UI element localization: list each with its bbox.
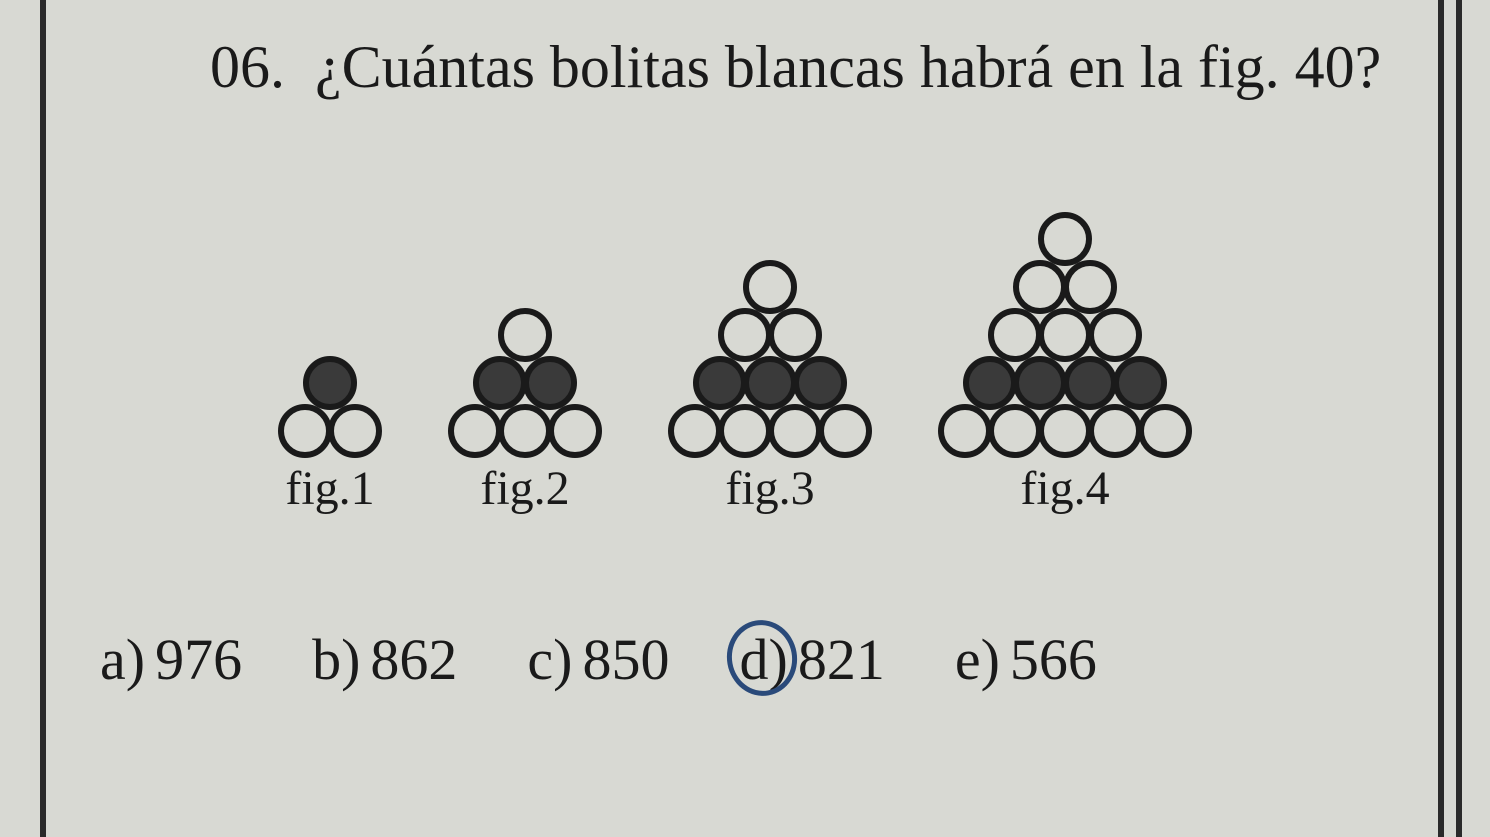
- option-a[interactable]: a)976: [100, 626, 242, 693]
- ball-white-icon: [768, 308, 822, 362]
- figure: fig.1: [280, 359, 380, 516]
- pyramid: [450, 311, 600, 455]
- figures-row: fig.1 fig.2 fig.3 fig.4: [100, 215, 1370, 516]
- option-value: 566: [1010, 626, 1097, 693]
- ball-black-icon: [693, 356, 747, 410]
- option-paren: ): [341, 626, 360, 693]
- frame-line-right-outer: [1456, 0, 1462, 837]
- ball-white-icon: [1038, 404, 1092, 458]
- ball-white-icon: [718, 308, 772, 362]
- frame-line-right-inner: [1438, 0, 1444, 837]
- pyramid: [670, 263, 870, 455]
- ball-black-icon: [1063, 356, 1117, 410]
- ball-white-icon: [1038, 212, 1092, 266]
- ball-white-icon: [1013, 260, 1067, 314]
- pyramid-row: [500, 311, 550, 359]
- pyramid-row: [940, 407, 1190, 455]
- ball-white-icon: [818, 404, 872, 458]
- ball-black-icon: [1013, 356, 1067, 410]
- option-paren: ): [768, 626, 787, 693]
- figure: fig.4: [940, 215, 1190, 516]
- ball-white-icon: [1038, 308, 1092, 362]
- pyramid-row: [720, 311, 820, 359]
- ball-white-icon: [668, 404, 722, 458]
- pyramid-row: [670, 407, 870, 455]
- ball-black-icon: [303, 356, 357, 410]
- option-key: b: [312, 626, 341, 693]
- question-block: 06. ¿Cuántas bolitas blancas habrá en la…: [210, 30, 1390, 105]
- figure: fig.2: [450, 311, 600, 516]
- ball-white-icon: [743, 260, 797, 314]
- ball-white-icon: [328, 404, 382, 458]
- ball-black-icon: [963, 356, 1017, 410]
- ball-white-icon: [498, 404, 552, 458]
- option-paren: ): [126, 626, 145, 693]
- ball-white-icon: [1088, 308, 1142, 362]
- pyramid-row: [1040, 215, 1090, 263]
- figure-label: fig.3: [725, 461, 814, 516]
- ball-white-icon: [548, 404, 602, 458]
- option-c[interactable]: c)850: [527, 626, 669, 693]
- figure: fig.3: [670, 263, 870, 516]
- ball-white-icon: [1138, 404, 1192, 458]
- ball-black-icon: [1113, 356, 1167, 410]
- option-e[interactable]: e)566: [955, 626, 1097, 693]
- option-value: 862: [370, 626, 457, 693]
- pyramid-row: [1015, 263, 1115, 311]
- figure-label: fig.2: [480, 461, 569, 516]
- pyramid-row: [745, 263, 795, 311]
- ball-white-icon: [768, 404, 822, 458]
- options-row: a)976b)862c)850d)821e)566: [100, 626, 1380, 693]
- frame-line-left: [40, 0, 46, 837]
- ball-white-icon: [1063, 260, 1117, 314]
- ball-white-icon: [988, 308, 1042, 362]
- pyramid-row: [450, 407, 600, 455]
- question-text: ¿Cuántas bolitas blancas habrá en la fig…: [315, 30, 1390, 105]
- pyramid-row: [695, 359, 845, 407]
- pyramid-row: [965, 359, 1165, 407]
- option-key: c: [527, 626, 553, 693]
- ball-white-icon: [718, 404, 772, 458]
- ball-black-icon: [523, 356, 577, 410]
- ball-white-icon: [498, 308, 552, 362]
- ball-white-icon: [448, 404, 502, 458]
- figure-label: fig.1: [285, 461, 374, 516]
- option-key: a: [100, 626, 126, 693]
- ball-black-icon: [743, 356, 797, 410]
- pyramid-row: [280, 407, 380, 455]
- option-value: 976: [155, 626, 242, 693]
- pyramid-row: [305, 359, 355, 407]
- ball-black-icon: [473, 356, 527, 410]
- page: 06. ¿Cuántas bolitas blancas habrá en la…: [0, 0, 1490, 837]
- option-value: 850: [582, 626, 669, 693]
- option-b[interactable]: b)862: [312, 626, 457, 693]
- figure-label: fig.4: [1020, 461, 1109, 516]
- pyramid-row: [475, 359, 575, 407]
- ball-white-icon: [278, 404, 332, 458]
- option-key: e: [955, 626, 981, 693]
- ball-white-icon: [938, 404, 992, 458]
- pyramid: [940, 215, 1190, 455]
- option-paren: ): [553, 626, 572, 693]
- pyramid-row: [990, 311, 1140, 359]
- pyramid: [280, 359, 380, 455]
- question-number: 06.: [210, 30, 285, 105]
- ball-black-icon: [793, 356, 847, 410]
- ball-white-icon: [988, 404, 1042, 458]
- option-key: d: [739, 626, 768, 693]
- option-value: 821: [798, 626, 885, 693]
- ball-white-icon: [1088, 404, 1142, 458]
- option-paren: ): [981, 626, 1000, 693]
- option-d[interactable]: d)821: [739, 626, 884, 693]
